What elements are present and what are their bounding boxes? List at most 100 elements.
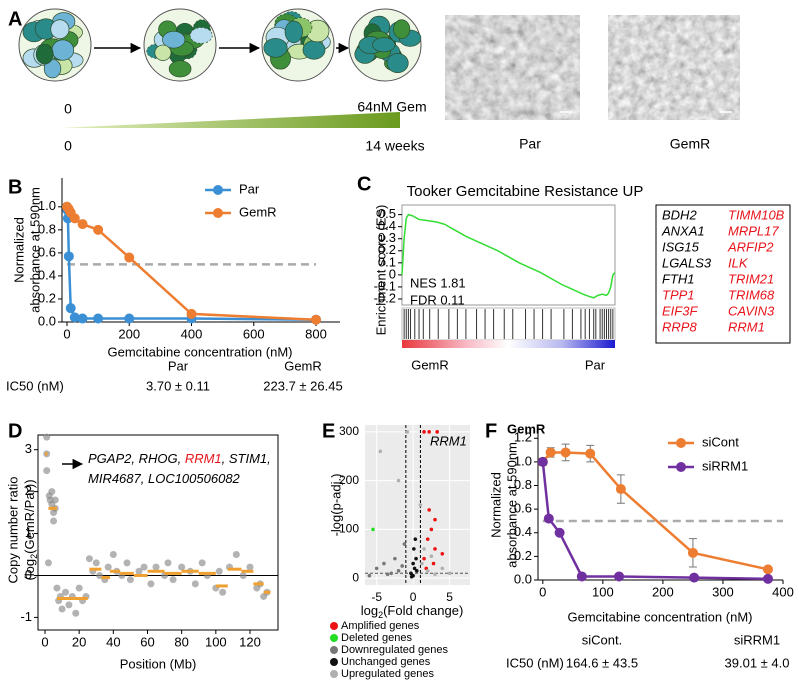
y-tick-label: 100 (339, 522, 359, 536)
annotation-part: MIR4687, LOC100506082 (88, 471, 241, 486)
legend-label: Par (239, 181, 260, 196)
legend-swatch (330, 658, 338, 666)
data-point (92, 559, 100, 567)
legend-label: Downregulated genes (341, 644, 449, 656)
y-tick-label: 0.8 (38, 221, 56, 236)
data-point (43, 467, 51, 475)
data-point (169, 576, 177, 584)
micrograph (445, 15, 580, 120)
x-tick-label: 600 (243, 326, 265, 341)
point-label: RRM1 (430, 433, 467, 448)
data-point (385, 572, 390, 577)
data-point (433, 517, 437, 522)
data-point (378, 449, 383, 454)
x-axis-label: Gemcitabine concentration (nM) (568, 609, 753, 624)
y-tick-label: 0.4 (378, 218, 396, 233)
data-point (560, 447, 571, 458)
annotation-part: PGAP2, RHOG, (88, 451, 185, 466)
label-subscript: 2 (29, 554, 39, 559)
data-point (75, 584, 83, 592)
data-point (104, 563, 112, 571)
plot-frame (37, 434, 279, 631)
y-tick-label: 0.2 (38, 290, 56, 305)
cell (168, 60, 192, 78)
cell (50, 19, 70, 40)
cell (51, 39, 75, 61)
y-tick-label: 1 (25, 525, 32, 540)
x-tick-label: 5 (446, 590, 453, 604)
data-point (414, 569, 419, 573)
data-point (374, 566, 379, 571)
table-cell: 3.70 ± 0.11 (146, 378, 210, 393)
data-point (687, 547, 698, 558)
data-point (545, 447, 556, 458)
cell (35, 43, 54, 65)
gene-name: FTH1 (662, 271, 695, 286)
annotation: MIR4687, LOC100506082 (88, 471, 241, 486)
legend-label: Amplified genes (341, 620, 420, 632)
data-point (93, 313, 104, 324)
annotation: PGAP2, RHOG, RRM1, STIM1, (88, 451, 271, 466)
data-point (43, 433, 51, 441)
y-axis-label: Enrichment score (ES) (373, 205, 388, 336)
y-tick-label: -0.1 (374, 278, 396, 293)
data-point (418, 503, 423, 507)
rank-bar (402, 340, 615, 348)
data-point (198, 559, 206, 567)
data-point (429, 554, 434, 559)
y-tick-label: 0.0 (38, 313, 56, 328)
y-axis-label: -log(p-adj.) (328, 474, 343, 537)
data-point (585, 448, 596, 459)
x-tick-label: 0 (410, 590, 417, 604)
table-header: siRRM1 (734, 632, 780, 647)
hits-frame (401, 307, 616, 341)
data-point (72, 609, 80, 617)
data-point (219, 588, 227, 596)
table-cell: 164.6 ± 43.5 (566, 655, 638, 670)
gene-name: ISG15 (662, 239, 700, 254)
data-point (77, 219, 88, 230)
data-point (239, 571, 247, 579)
gene-box (655, 204, 791, 344)
data-point (412, 547, 416, 551)
data-point (93, 224, 104, 235)
legend-swatch (213, 208, 223, 218)
data-point (433, 572, 437, 577)
x-tick-label: 100 (592, 584, 614, 599)
cell (372, 37, 396, 53)
legend-label: GemR (239, 204, 277, 219)
y-tick-label: 0.6 (514, 501, 532, 516)
data-point (576, 571, 587, 582)
data-point (191, 580, 199, 588)
data-point (615, 484, 626, 495)
x-tick-label: 0 (63, 326, 70, 341)
plot-background (365, 425, 470, 585)
data-point (126, 576, 134, 584)
data-point (435, 430, 439, 434)
table-header: GemR (284, 358, 322, 373)
legend-swatch (330, 622, 338, 630)
data-point (186, 308, 197, 319)
data-point (135, 567, 143, 575)
data-point (425, 537, 430, 541)
image-label: Par (519, 136, 541, 152)
table-cell: 223.7 ± 26.45 (263, 378, 342, 393)
data-point (425, 569, 430, 573)
data-point (152, 563, 160, 571)
gene-name: TRIM68 (728, 287, 775, 302)
legend-swatch (330, 670, 338, 678)
x-end-label: GemR (411, 357, 449, 372)
data-point (77, 313, 88, 324)
cell (189, 27, 213, 44)
x-tick-label: 0 (41, 634, 48, 649)
data-point (762, 573, 773, 584)
y-tick-label: 1.2 (514, 430, 532, 445)
x-tick-label: 800 (305, 326, 327, 341)
data-point (44, 559, 52, 567)
y-axis-label: Normalized (11, 217, 26, 283)
data-point (65, 303, 76, 314)
y-axis-label: Normalized (488, 472, 503, 538)
data-point (393, 556, 397, 561)
